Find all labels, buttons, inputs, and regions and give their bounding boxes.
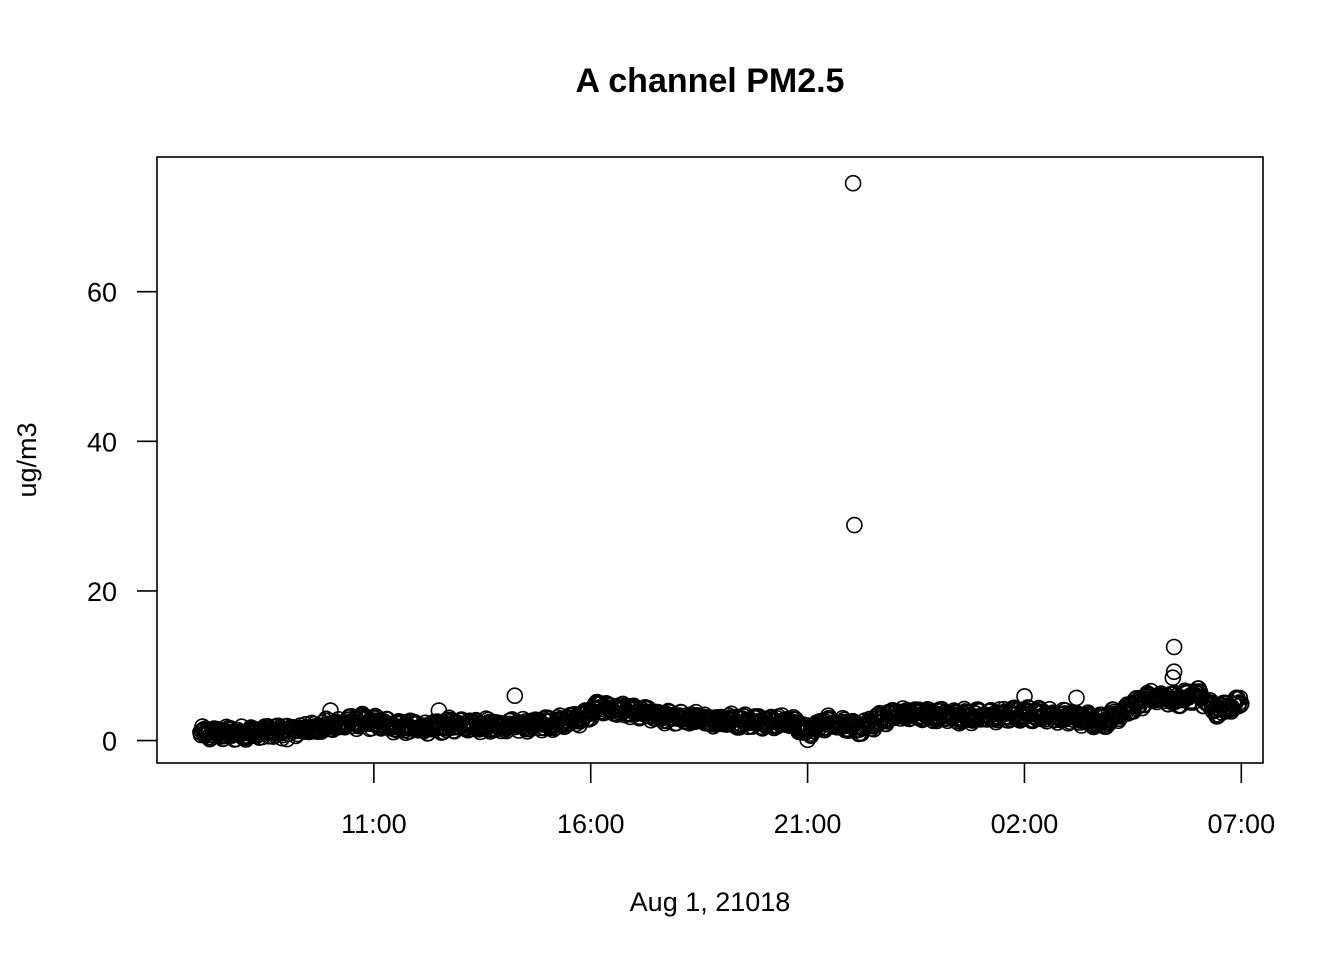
outlier-point [278, 730, 296, 748]
data-point [1233, 695, 1250, 712]
outlier-point [1165, 638, 1183, 656]
x-axis-label: Aug 1, 21018 [630, 887, 791, 917]
data-points [192, 174, 1250, 749]
outlier-point [506, 687, 524, 705]
outlier-point [430, 702, 448, 719]
x-axis: 11:00 16:00 21:00 02:00 07:00 [341, 763, 1275, 839]
y-axis: 0 20 40 60 [87, 278, 157, 757]
x-tick-label: 07:00 [1208, 809, 1276, 839]
x-tick-label: 16:00 [557, 809, 625, 839]
y-tick-label: 40 [87, 427, 117, 457]
plot-frame [156, 156, 1264, 764]
y-tick-label: 0 [102, 727, 117, 757]
x-tick-label: 21:00 [774, 809, 842, 839]
outlier-point [1068, 689, 1085, 707]
chart-title: A channel PM2.5 [576, 62, 845, 100]
outlier-point [799, 731, 816, 749]
outlier-point [846, 516, 863, 534]
y-tick-label: 60 [87, 278, 117, 308]
outlier-point [1164, 669, 1182, 687]
y-axis-label: ug/m3 [12, 422, 42, 497]
x-tick-label: 02:00 [991, 809, 1059, 839]
outlier-point [322, 702, 339, 719]
x-tick-label: 11:00 [341, 809, 407, 839]
y-tick-label: 20 [87, 577, 117, 607]
outlier-point [1016, 688, 1033, 705]
outlier-point [1165, 663, 1183, 681]
outlier-point [844, 174, 862, 192]
